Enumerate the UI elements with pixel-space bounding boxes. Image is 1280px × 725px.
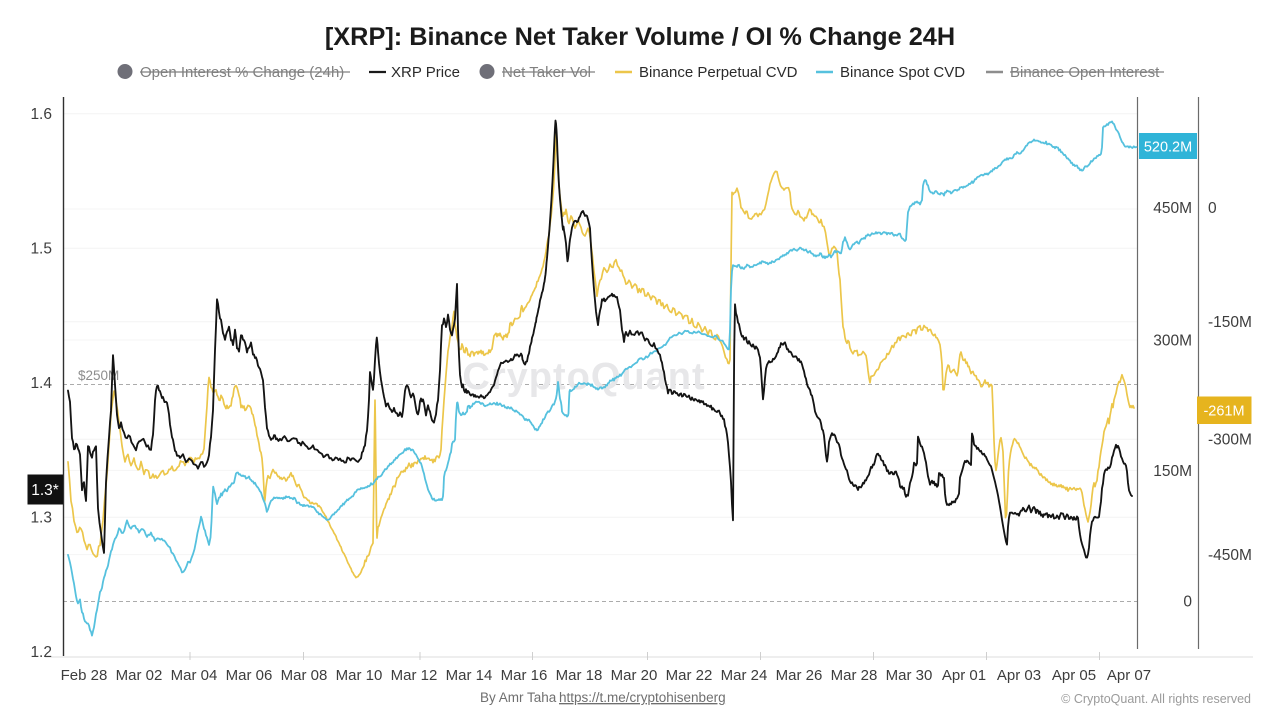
svg-text:150M: 150M (1153, 463, 1192, 480)
svg-text:0: 0 (1208, 200, 1217, 217)
svg-text:Mar 18: Mar 18 (556, 667, 603, 684)
svg-text:Mar 26: Mar 26 (776, 667, 823, 684)
svg-text:-300M: -300M (1208, 432, 1252, 449)
svg-text:Binance Perpetual CVD: Binance Perpetual CVD (639, 64, 798, 81)
svg-text:Mar 30: Mar 30 (886, 667, 933, 684)
svg-text:0: 0 (1183, 593, 1192, 610)
svg-text:-261M: -261M (1203, 404, 1244, 420)
svg-text:© CryptoQuant. All rights rese: © CryptoQuant. All rights reserved (1061, 692, 1251, 706)
svg-text:Mar 24: Mar 24 (721, 667, 768, 684)
svg-text:Apr 07: Apr 07 (1107, 667, 1151, 684)
svg-text:300M: 300M (1153, 333, 1192, 350)
svg-text:Mar 06: Mar 06 (226, 667, 273, 684)
svg-text:Mar 02: Mar 02 (116, 667, 163, 684)
svg-text:$250M: $250M (78, 368, 119, 383)
svg-text:-150M: -150M (1208, 314, 1252, 331)
svg-text:Mar 16: Mar 16 (501, 667, 548, 684)
svg-text:Mar 28: Mar 28 (831, 667, 878, 684)
svg-text:Mar 22: Mar 22 (666, 667, 713, 684)
svg-text:Apr 01: Apr 01 (942, 667, 986, 684)
svg-text:Mar 04: Mar 04 (171, 667, 218, 684)
svg-text:1.2: 1.2 (30, 644, 52, 661)
svg-text:Apr 05: Apr 05 (1052, 667, 1096, 684)
svg-text:Mar 10: Mar 10 (336, 667, 383, 684)
svg-text:Mar 20: Mar 20 (611, 667, 658, 684)
svg-text:XRP Price: XRP Price (391, 64, 460, 81)
svg-text:Binance Spot CVD: Binance Spot CVD (840, 64, 965, 81)
svg-text:Mar 08: Mar 08 (281, 667, 328, 684)
svg-text:Feb 28: Feb 28 (61, 667, 108, 684)
svg-text:[XRP]: Binance Net Taker Volum: [XRP]: Binance Net Taker Volume / OI % C… (325, 23, 955, 51)
svg-text:Apr 03: Apr 03 (997, 667, 1041, 684)
svg-text:1.5: 1.5 (30, 241, 52, 258)
svg-text:1.6: 1.6 (30, 106, 52, 123)
svg-text:450M: 450M (1153, 200, 1192, 217)
svg-text:Mar 14: Mar 14 (446, 667, 493, 684)
svg-text:By Amr Taha: By Amr Taha (480, 690, 557, 705)
svg-text:1.4: 1.4 (30, 375, 52, 392)
svg-text:https://t.me/cryptohisenberg: https://t.me/cryptohisenberg (559, 690, 726, 705)
svg-text:520.2M: 520.2M (1144, 140, 1192, 156)
svg-text:1.3: 1.3 (30, 510, 52, 527)
svg-text:Mar 12: Mar 12 (391, 667, 438, 684)
svg-text:-450M: -450M (1208, 547, 1252, 564)
svg-text:1.3*: 1.3* (31, 482, 59, 499)
